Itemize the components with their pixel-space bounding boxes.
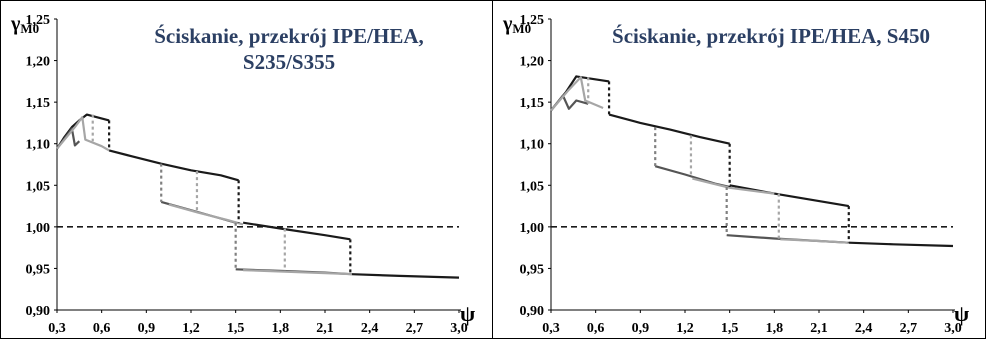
x-tick-label: 0,9 (138, 321, 156, 336)
x-tick-label: 0,9 (632, 321, 650, 336)
series-line (780, 239, 849, 242)
y-tick-label: 1,05 (26, 179, 51, 194)
y-tick-label: 1,25 (520, 13, 545, 28)
y-tick-label: 0,95 (26, 262, 51, 277)
y-tick-label: 1,10 (26, 138, 51, 153)
series-line (655, 166, 730, 187)
x-tick-label: 1,5 (721, 321, 739, 336)
series-line (109, 150, 239, 180)
series-line (169, 204, 243, 224)
x-tick-label: 2,7 (406, 321, 424, 336)
series-line (551, 77, 603, 110)
chart-panel-left: γM0 Ściskanie, przekrój IPE/HEA, S235/S3… (0, 0, 493, 339)
y-tick-label: 1,00 (26, 221, 51, 236)
y-tick-label: 0,90 (520, 304, 545, 319)
chart-plot-left: 0,90 0,95 1,00 1,05 1,10 1,15 1,20 1,25 0,3 0,6 0,… (1, 1, 494, 340)
series-line (730, 185, 849, 206)
x-tick-label: 2,1 (316, 321, 334, 336)
x-tick-label: 3,0 (944, 321, 962, 336)
x-tick-label: 2,4 (855, 321, 873, 336)
series-line (849, 243, 953, 246)
y-tick-label: 1,20 (520, 55, 545, 70)
y-tick-label: 1,15 (26, 96, 51, 111)
x-tick-label: 2,7 (900, 321, 918, 336)
x-tick-label: 1,8 (272, 321, 290, 336)
series-line (609, 115, 730, 144)
x-tick-label: 0,3 (48, 321, 66, 336)
series-line (352, 274, 459, 277)
y-tick-label: 0,90 (26, 304, 51, 319)
y-tick-label: 0,95 (520, 262, 545, 277)
x-tick-label: 1,2 (676, 321, 694, 336)
y-tick-label: 1,10 (520, 138, 545, 153)
x-tick-label: 0,3 (542, 321, 560, 336)
x-tick-label: 1,2 (182, 321, 200, 336)
y-tick-label: 1,00 (520, 221, 545, 236)
x-tick-label: 2,1 (810, 321, 828, 336)
chart-panel-right: γM0 Ściskanie, przekrój IPE/HEA, S450 ψ … (492, 0, 986, 339)
x-tick-label: 1,8 (766, 321, 784, 336)
x-tick-label: 0,6 (93, 321, 111, 336)
series-line (551, 76, 609, 110)
y-tick-label: 1,20 (26, 55, 51, 70)
y-tick-label: 1,05 (520, 179, 545, 194)
x-tick-label: 3,0 (450, 321, 468, 336)
y-tick-label: 1,25 (26, 13, 51, 28)
series-line (57, 117, 109, 150)
series-line (243, 223, 350, 240)
x-tick-label: 1,5 (227, 321, 245, 336)
y-tick-label: 1,15 (520, 96, 545, 111)
chart-plot-right: 0,90 0,95 1,00 1,05 1,10 1,15 1,20 1,25 0,3 0,6 0,… (493, 1, 986, 340)
x-tick-label: 0,6 (587, 321, 605, 336)
x-tick-label: 2,4 (361, 321, 379, 336)
